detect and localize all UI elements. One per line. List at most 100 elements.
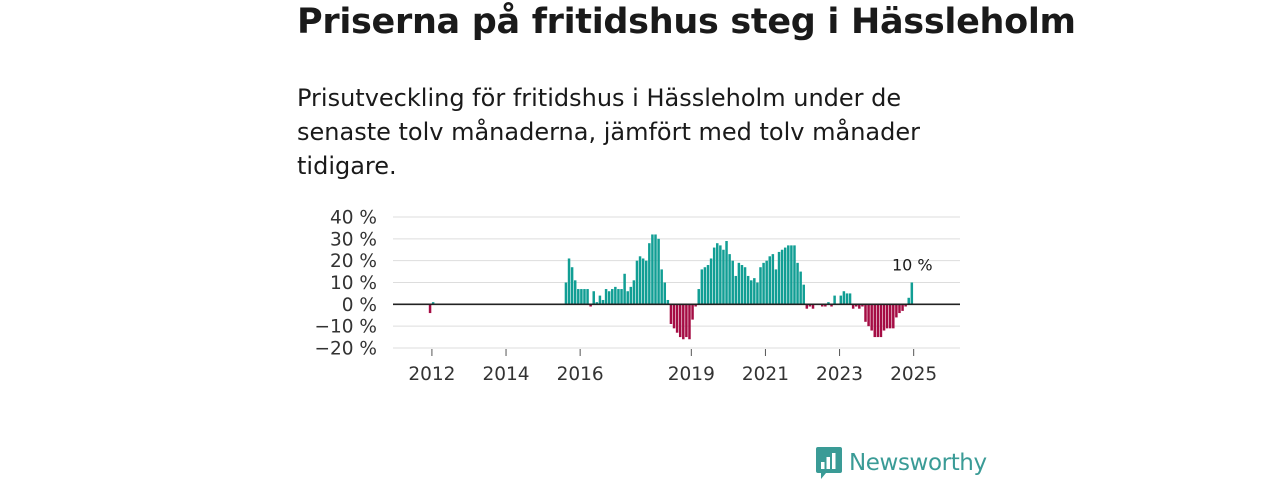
bar-120 — [780, 249, 784, 305]
bar-102 — [725, 241, 728, 305]
bar-99 — [716, 243, 719, 305]
y-tick-label-2: 20 % — [330, 251, 377, 272]
bar-51 — [567, 258, 571, 305]
y-tick-label-1: 30 % — [330, 229, 377, 250]
bar-160 — [904, 304, 907, 307]
bar-114 — [762, 262, 765, 305]
y-tick-label-0: 40 % — [330, 208, 377, 229]
bar-95 — [703, 267, 707, 305]
bar-88 — [682, 304, 685, 340]
bar-103 — [728, 254, 731, 305]
bar-111 — [753, 278, 756, 305]
bar-142 — [848, 293, 852, 305]
bar-130 — [811, 304, 815, 309]
bar-75 — [641, 258, 645, 305]
bar-94 — [700, 269, 704, 305]
x-tick-label-6: 2025 — [890, 364, 937, 385]
bar-62 — [601, 299, 605, 305]
y-tick-label-6: −20 % — [314, 339, 377, 360]
bar-6 — [428, 304, 432, 314]
x-tick-label-2: 2016 — [557, 364, 604, 385]
bar-126 — [799, 271, 802, 305]
bar-83 — [666, 299, 670, 305]
bar-84 — [669, 304, 673, 324]
bar-116 — [768, 256, 772, 305]
bar-151 — [876, 304, 880, 338]
bar-104 — [731, 260, 734, 305]
bar-89 — [685, 304, 688, 338]
bar-137 — [833, 295, 836, 305]
bar-156 — [892, 304, 895, 329]
bar-157 — [895, 304, 898, 318]
bar-119 — [777, 251, 781, 305]
bar-115 — [765, 260, 768, 305]
bar-68 — [620, 289, 623, 305]
bar-129 — [808, 304, 812, 307]
annotation: 10 % — [892, 256, 933, 275]
bar-147 — [864, 304, 867, 322]
bar-150 — [873, 304, 877, 338]
bar-64 — [607, 291, 611, 305]
bar-133 — [821, 304, 824, 307]
bar-86 — [675, 304, 679, 333]
bar-136 — [830, 304, 833, 307]
bar-65 — [611, 289, 614, 305]
bar-113 — [759, 267, 762, 305]
bar-128 — [805, 304, 809, 309]
bar-162 — [910, 282, 914, 305]
chart-title: Priserna på fritidshus steg i Hässleholm — [297, 2, 1076, 42]
bar-149 — [870, 304, 873, 331]
bar-80 — [657, 238, 660, 305]
bar-122 — [787, 245, 790, 305]
bar-59 — [592, 291, 595, 305]
bar-107 — [740, 265, 744, 305]
bar-chart: 40 %30 %20 %10 %0 %−10 %−20 % 2012 2014 20… — [314, 208, 960, 385]
bar-135 — [827, 302, 830, 305]
bar-66 — [614, 286, 617, 305]
bar-153 — [882, 304, 886, 331]
bar-53 — [573, 280, 577, 305]
bar-61 — [598, 295, 602, 305]
bar-67 — [617, 289, 620, 305]
bar-158 — [898, 304, 901, 314]
bar-145 — [858, 304, 861, 309]
newsworthy-logo[interactable]: Newsworthy — [815, 446, 987, 480]
last-value-annotation: 10 % — [892, 256, 933, 275]
bar-159 — [901, 304, 904, 311]
bar-57 — [586, 289, 589, 305]
bar-87 — [678, 304, 682, 338]
bar-50 — [564, 282, 568, 305]
bar-124 — [793, 245, 796, 305]
bar-101 — [722, 249, 725, 305]
bar-73 — [635, 260, 639, 305]
bar-96 — [706, 265, 710, 305]
bar-54 — [577, 289, 580, 305]
bar-146 — [861, 304, 864, 307]
x-tick-label-3: 2019 — [668, 364, 715, 385]
bar-90 — [688, 304, 691, 340]
bar-69 — [623, 273, 626, 305]
bars — [428, 234, 914, 340]
bar-121 — [783, 247, 787, 305]
x-tick-label-0: 2012 — [408, 364, 455, 385]
bar-92 — [694, 304, 697, 307]
bar-139 — [839, 295, 843, 305]
bar-7 — [431, 302, 435, 305]
bar-144 — [854, 304, 858, 307]
bar-154 — [885, 304, 889, 329]
bar-60 — [595, 302, 599, 305]
y-tick-label-3: 10 % — [330, 273, 377, 294]
bar-148 — [867, 304, 870, 327]
bar-141 — [845, 293, 849, 305]
bar-161 — [907, 297, 910, 305]
bar-63 — [604, 289, 608, 305]
bar-118 — [774, 269, 778, 305]
bar-152 — [879, 304, 883, 338]
x-tick-label-4: 2021 — [742, 364, 789, 385]
bar-98 — [712, 247, 716, 305]
bar-56 — [583, 289, 586, 305]
bar-58 — [589, 304, 592, 307]
x-tick-label-5: 2023 — [816, 364, 863, 385]
bar-81 — [660, 269, 663, 305]
bar-127 — [802, 284, 805, 305]
